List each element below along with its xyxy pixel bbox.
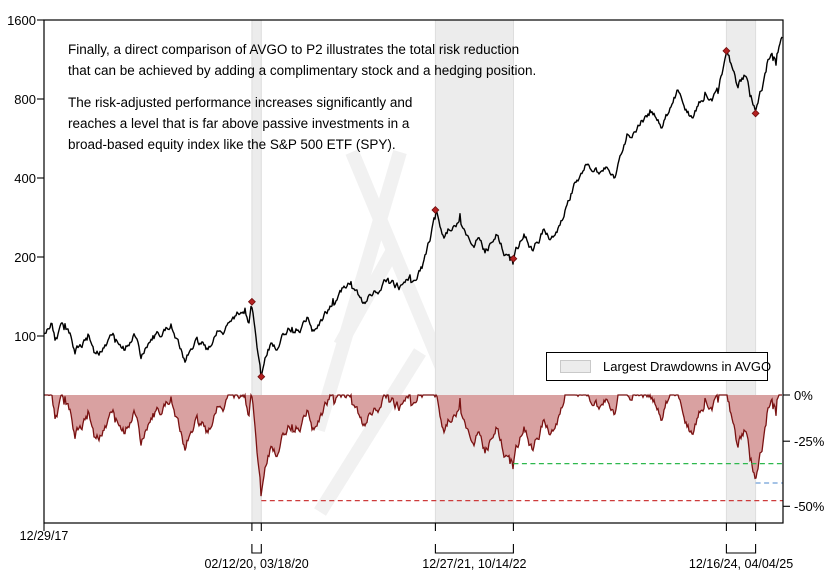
- drawdown-line: [44, 392, 782, 497]
- period-bracket: [251, 544, 262, 554]
- annotation-line: reaches a level that is far above passiv…: [68, 116, 410, 131]
- chart-annotation: Finally, a direct comparison of AVGO to …: [68, 39, 536, 166]
- drawdown-tick-label: 0%: [794, 387, 813, 403]
- period-bracket: [725, 544, 757, 554]
- period-bracket: [434, 544, 514, 554]
- drawdown-marker: [257, 372, 266, 381]
- price-tick-label: 200: [14, 249, 36, 265]
- annotation-paragraph-1: Finally, a direct comparison of AVGO to …: [68, 39, 536, 81]
- annotation-paragraph-2: The risk-adjusted performance increases …: [68, 92, 536, 155]
- drawdown-area: [44, 395, 782, 497]
- annotation-line: broad-based equity index like the S&P 50…: [68, 137, 396, 152]
- legend-drawdown-swatch: [560, 360, 591, 373]
- drawdown-marker: [431, 206, 440, 214]
- price-tick-label: 1600: [7, 12, 36, 28]
- price-line: [43, 36, 783, 379]
- drawdown-marker: [247, 297, 256, 306]
- price-tick-label: 800: [14, 91, 36, 107]
- legend-label: Largest Drawdowns in AVGO: [603, 359, 772, 374]
- drawdown-marker: [722, 46, 731, 55]
- drawdown-tick-label: -50%: [794, 498, 825, 514]
- x-axis-start-label: 12/29/17: [19, 529, 69, 543]
- drawdown-tick-label: -25%: [794, 433, 825, 449]
- drawdown-period-label: 12/16/24, 04/04/25: [688, 557, 794, 571]
- drawdown-period-label: 02/12/20, 03/18/20: [204, 557, 309, 571]
- drawdown-marker: [751, 109, 760, 118]
- annotation-line: The risk-adjusted performance increases …: [68, 95, 413, 110]
- drawdown-marker: [509, 254, 518, 263]
- annotation-line: that can be achieved by adding a complim…: [68, 63, 537, 78]
- legend-box: Largest Drawdowns in AVGO: [546, 352, 772, 381]
- plot-frame: [43, 19, 784, 524]
- price-tick-label: 400: [14, 170, 36, 186]
- drawdown-period-label: 12/27/21, 10/14/22: [422, 557, 527, 571]
- annotation-line: Finally, a direct comparison of AVGO to …: [68, 42, 520, 57]
- price-tick-label: 100: [14, 328, 36, 344]
